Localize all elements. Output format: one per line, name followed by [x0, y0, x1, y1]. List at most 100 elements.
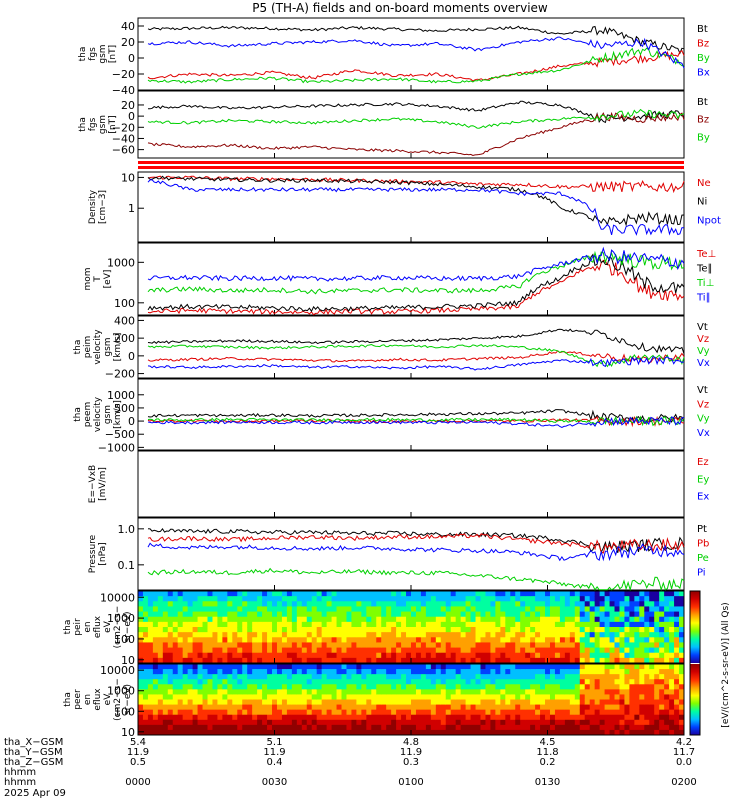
- panel-5-ylabel-1: peim: [83, 336, 93, 359]
- heatmap-cell: [267, 684, 273, 690]
- heatmap-cell: [485, 632, 491, 638]
- heatmap-cell: [450, 664, 457, 670]
- heatmap-cell: [480, 724, 486, 731]
- heatmap-cell: [391, 637, 397, 643]
- heatmap-cell: [301, 664, 308, 670]
- heatmap-cell: [152, 729, 159, 736]
- heatmap-cell: [296, 616, 303, 623]
- heatmap-cell: [192, 606, 199, 613]
- heatmap-cell: [257, 632, 263, 638]
- heatmap-cell: [559, 611, 566, 618]
- heatmap-cell: [286, 714, 293, 721]
- heatmap-cell: [197, 591, 204, 597]
- heatmap-cell: [361, 704, 367, 711]
- heatmap-cell: [674, 606, 680, 613]
- heatmap-cell: [490, 657, 496, 664]
- heatmap-cell: [207, 669, 213, 675]
- heatmap-cell: [406, 621, 412, 628]
- heatmap-cell: [316, 664, 323, 670]
- heatmap-cell: [480, 674, 486, 680]
- heatmap-cell: [500, 709, 506, 716]
- heatmap-cell: [505, 664, 511, 670]
- heatmap-cell: [386, 611, 392, 618]
- heatmap-cell: [217, 621, 223, 628]
- heatmap-cell: [212, 611, 218, 618]
- heatmap-cell: [425, 606, 432, 613]
- heatmap-cell: [594, 652, 601, 659]
- heatmap-cell: [510, 596, 516, 602]
- heatmap-cell: [227, 601, 233, 607]
- heatmap-cell: [411, 596, 417, 602]
- heatmap-cell: [425, 699, 432, 706]
- heatmap-cell: [371, 616, 377, 623]
- heatmap-cell: [311, 694, 318, 700]
- heatmap-cell: [549, 647, 556, 654]
- heatmap-cell: [207, 611, 213, 618]
- heatmap-cell: [336, 709, 343, 716]
- heatmap-cell: [604, 714, 611, 721]
- figure-title: P5 (TH-A) fields and on-board moments ov…: [252, 1, 548, 15]
- heatmap-cell: [510, 647, 516, 654]
- heatmap-cell: [480, 637, 486, 643]
- heatmap-cell: [272, 632, 278, 638]
- heatmap-cell: [267, 647, 273, 654]
- heatmap-cell: [629, 684, 635, 690]
- legend-Vz: Vz: [697, 334, 709, 345]
- heatmap-cell: [326, 664, 333, 670]
- heatmap-cell: [564, 674, 571, 680]
- heatmap-cell: [624, 694, 630, 700]
- heatmap-cell: [401, 632, 407, 638]
- heatmap-cell: [202, 689, 208, 695]
- heatmap-cell: [356, 632, 362, 638]
- heatmap-cell: [291, 674, 298, 680]
- heatmap-cell: [296, 596, 303, 602]
- heatmap-cell: [386, 669, 392, 675]
- heatmap-cell: [679, 704, 685, 711]
- heatmap-cell: [267, 699, 273, 706]
- heatmap-cell: [554, 627, 561, 633]
- heatmap-cell: [177, 674, 184, 680]
- heatmap-cell: [475, 657, 481, 664]
- heatmap-cell: [311, 611, 318, 618]
- heatmap-cell: [495, 704, 501, 711]
- heatmap-cell: [172, 642, 179, 649]
- heatmap-cell: [301, 652, 308, 659]
- heatmap-cell: [281, 709, 288, 716]
- heatmap-cell: [207, 637, 213, 643]
- heatmap-cell: [242, 621, 248, 628]
- heatmap-cell: [366, 627, 372, 633]
- heatmap-cell: [425, 642, 432, 649]
- legend-By: By: [697, 53, 710, 64]
- heatmap-cell: [485, 601, 491, 607]
- heatmap-cell: [286, 674, 293, 680]
- legend-Ne: Ne: [697, 178, 711, 189]
- heatmap-cell: [654, 724, 660, 731]
- heatmap-cell: [629, 704, 635, 711]
- series-Te∥: [147, 253, 685, 313]
- heatmap-cell: [376, 652, 382, 659]
- heatmap-cell: [589, 652, 596, 659]
- heatmap-cell: [252, 616, 258, 623]
- heatmap-cell: [267, 637, 273, 643]
- heatmap-cell: [232, 632, 238, 638]
- heatmap-cell: [594, 621, 601, 628]
- heatmap-cell: [654, 611, 660, 618]
- heatmap-cell: [336, 657, 343, 664]
- heatmap-cell: [386, 637, 392, 643]
- heatmap-cell: [142, 684, 149, 690]
- heatmap-cell: [599, 699, 606, 706]
- heatmap-cell: [664, 657, 670, 664]
- heatmap-cell: [262, 652, 268, 659]
- heatmap-cell: [192, 724, 199, 731]
- heatmap-cell: [415, 684, 422, 690]
- heatmap-cell: [470, 591, 477, 597]
- heatmap-cell: [286, 664, 293, 670]
- heatmap-cell: [679, 679, 685, 685]
- heatmap-cell: [391, 591, 397, 597]
- heatmap-cell: [559, 591, 566, 597]
- heatmap-cell: [564, 627, 571, 633]
- heatmap-cell: [391, 694, 397, 700]
- heatmap-cell: [679, 699, 685, 706]
- heatmap-cell: [445, 689, 452, 695]
- saturation-bar-top: [138, 161, 684, 164]
